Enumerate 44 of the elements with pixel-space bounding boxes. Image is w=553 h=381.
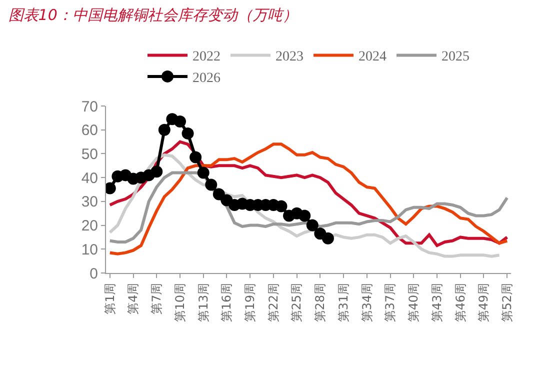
point (322, 232, 334, 244)
y-tick-label: 60 (81, 122, 98, 140)
x-tick-label: 第4周 (126, 282, 140, 314)
x-tick-label: 第37周 (383, 282, 398, 322)
x-tick-label: 第16周 (220, 282, 234, 322)
x-tick-label: 第49周 (476, 282, 491, 322)
point (212, 188, 225, 200)
x-tick-label: 第31周 (336, 282, 350, 322)
legend-label: 2025 (442, 50, 470, 65)
x-tick-label: 第7周 (150, 282, 164, 314)
y-tick-label: 20 (81, 218, 98, 235)
x-tick-label: 第1周 (102, 282, 117, 314)
point (174, 116, 186, 128)
point (182, 127, 194, 140)
x-tick-label: 第25周 (290, 282, 304, 322)
y-tick-label: 70 (81, 98, 98, 116)
legend-label: 2026 (192, 70, 220, 86)
point (306, 219, 318, 232)
legend-label: 2024 (358, 50, 386, 65)
point (150, 166, 163, 178)
y-tick-label: 30 (81, 194, 98, 211)
point (205, 178, 218, 191)
x-tick-label: 第34周 (360, 282, 374, 322)
point (158, 124, 170, 136)
x-tick-label: 第10周 (172, 282, 187, 322)
x-tick-label: 第46周 (453, 282, 468, 322)
legend-label: 2022 (192, 50, 220, 65)
x-tick-label: 第22周 (266, 282, 280, 322)
x-tick-label: 第40周 (406, 282, 421, 322)
x-tick-label: 第43周 (430, 282, 444, 322)
x-tick-label: 第28周 (313, 282, 328, 322)
point (190, 151, 202, 164)
chart-title: 图表10：中国电解铜社会库存变动（万吨） (8, 6, 298, 24)
point (298, 210, 311, 222)
y-tick-label: 0 (90, 265, 98, 282)
point (275, 200, 288, 212)
y-tick-label: 40 (81, 170, 98, 187)
y-tick-label: 10 (81, 241, 98, 258)
x-tick-label: 第19周 (242, 282, 257, 322)
point (197, 166, 210, 179)
y-tick-label: 50 (81, 146, 98, 163)
legend-label: 2023 (276, 50, 304, 65)
x-tick-label: 第13周 (196, 282, 210, 322)
x-tick-label: 第52周 (500, 282, 514, 322)
